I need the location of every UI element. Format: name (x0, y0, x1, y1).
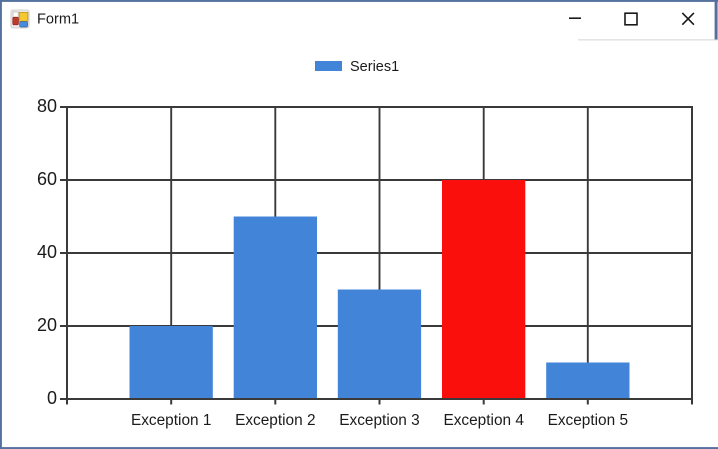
svg-text:Exception 2: Exception 2 (235, 412, 315, 429)
svg-text:20: 20 (37, 315, 57, 335)
svg-text:80: 80 (37, 96, 57, 116)
svg-text:0: 0 (47, 388, 57, 408)
svg-text:Form1: Form1 (37, 12, 79, 28)
svg-text:60: 60 (37, 169, 57, 189)
svg-text:Exception 1: Exception 1 (131, 412, 211, 429)
svg-text:Series1: Series1 (350, 59, 399, 75)
svg-text:Exception 3: Exception 3 (339, 412, 419, 429)
svg-text:Exception 5: Exception 5 (548, 412, 628, 429)
svg-text:40: 40 (37, 242, 57, 262)
svg-text:Exception 4: Exception 4 (443, 412, 524, 429)
